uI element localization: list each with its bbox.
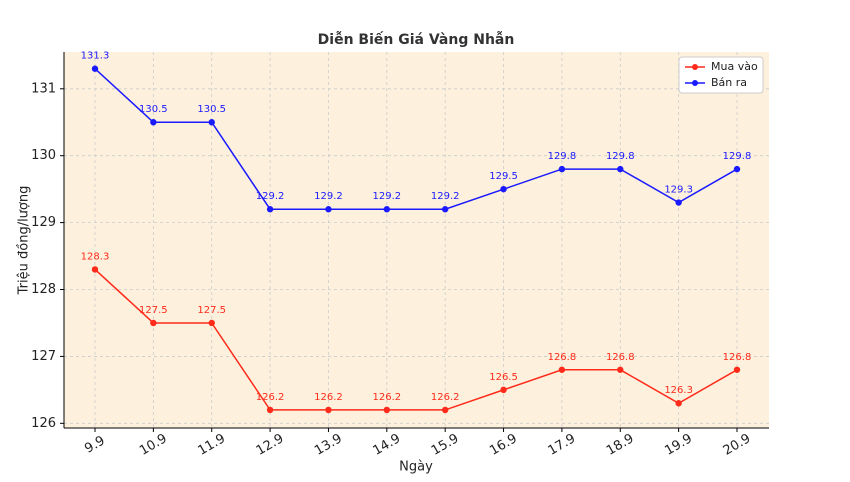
- data-label: 127.5: [197, 305, 226, 316]
- legend-marker: [692, 80, 698, 86]
- data-point: [441, 406, 449, 414]
- y-tick-label: 126: [31, 416, 56, 431]
- x-tick-label: 18.9: [604, 431, 637, 458]
- plot-background: [64, 52, 769, 428]
- chart-title: Diễn Biến Giá Vàng Nhẫn: [318, 31, 515, 48]
- data-point: [383, 206, 391, 213]
- data-point: [266, 206, 274, 213]
- data-point: [558, 165, 566, 173]
- y-axis-label: Triệu đồng/lượng: [17, 186, 32, 296]
- data-point: [208, 119, 215, 126]
- x-tick-label: 14.9: [371, 431, 404, 458]
- data-point: [91, 65, 99, 72]
- data-label: 129.2: [314, 191, 343, 202]
- x-tick-label: 11.9: [195, 431, 228, 458]
- data-label: 130.5: [197, 104, 226, 115]
- data-point: [617, 165, 624, 173]
- series-line: [94, 68, 738, 210]
- data-point: [266, 406, 274, 414]
- x-tick-label: 17.9: [546, 431, 579, 458]
- data-point: [675, 199, 682, 206]
- data-point: [325, 206, 332, 213]
- data-label: 126.2: [431, 392, 460, 403]
- data-label: 131.3: [81, 51, 110, 62]
- data-label: 126.3: [664, 385, 693, 396]
- x-tick-label: 9.9: [82, 433, 107, 456]
- data-label: 129.8: [723, 151, 752, 162]
- data-point: [617, 366, 624, 373]
- y-tick-label: 128: [31, 282, 56, 297]
- x-tick-label: 16.9: [487, 431, 520, 458]
- data-label: 126.8: [723, 352, 752, 363]
- data-label: 129.8: [606, 151, 635, 162]
- x-tick-label: 13.9: [312, 431, 345, 458]
- series-line: [94, 268, 738, 411]
- x-tick-label: 19.9: [662, 431, 695, 458]
- legend-label: Bán ra: [711, 76, 747, 89]
- legend-label: Mua vào: [711, 60, 758, 73]
- data-point: [325, 406, 332, 414]
- data-label: 127.5: [139, 305, 168, 316]
- data-label: 126.8: [606, 352, 635, 363]
- data-label: 129.3: [664, 185, 693, 196]
- data-point: [558, 366, 566, 373]
- data-point: [383, 406, 391, 414]
- data-label: 126.5: [489, 372, 518, 383]
- data-point: [733, 366, 741, 373]
- data-label: 129.8: [548, 151, 577, 162]
- data-label: 126.2: [314, 392, 343, 403]
- x-tick-label: 15.9: [429, 431, 462, 458]
- data-point: [733, 165, 741, 173]
- data-point: [675, 400, 682, 407]
- data-label: 130.5: [139, 104, 168, 115]
- legend-marker: [692, 64, 698, 70]
- data-label: 129.2: [256, 191, 285, 202]
- legend-box: [678, 56, 764, 94]
- data-point: [150, 319, 157, 327]
- data-point: [208, 319, 215, 327]
- y-tick-label: 130: [31, 148, 56, 163]
- data-label: 128.3: [81, 251, 110, 262]
- x-tick-label: 12.9: [254, 431, 287, 458]
- y-tick-label: 129: [31, 215, 56, 230]
- x-axis-label: Ngày: [399, 460, 433, 475]
- data-point: [500, 386, 507, 394]
- data-label: 126.8: [548, 352, 577, 363]
- data-label: 126.2: [372, 392, 401, 403]
- data-point: [150, 119, 157, 126]
- y-tick-label: 127: [31, 349, 56, 364]
- data-label: 129.2: [372, 191, 401, 202]
- data-label: 129.2: [431, 191, 460, 202]
- x-tick-label: 10.9: [137, 431, 170, 458]
- y-tick-label: 131: [31, 81, 56, 96]
- data-point: [500, 185, 507, 193]
- x-tick-label: 20.9: [721, 431, 754, 458]
- data-point: [91, 266, 99, 273]
- data-label: 129.5: [489, 171, 518, 182]
- data-label: 126.2: [256, 392, 285, 403]
- data-point: [441, 206, 449, 213]
